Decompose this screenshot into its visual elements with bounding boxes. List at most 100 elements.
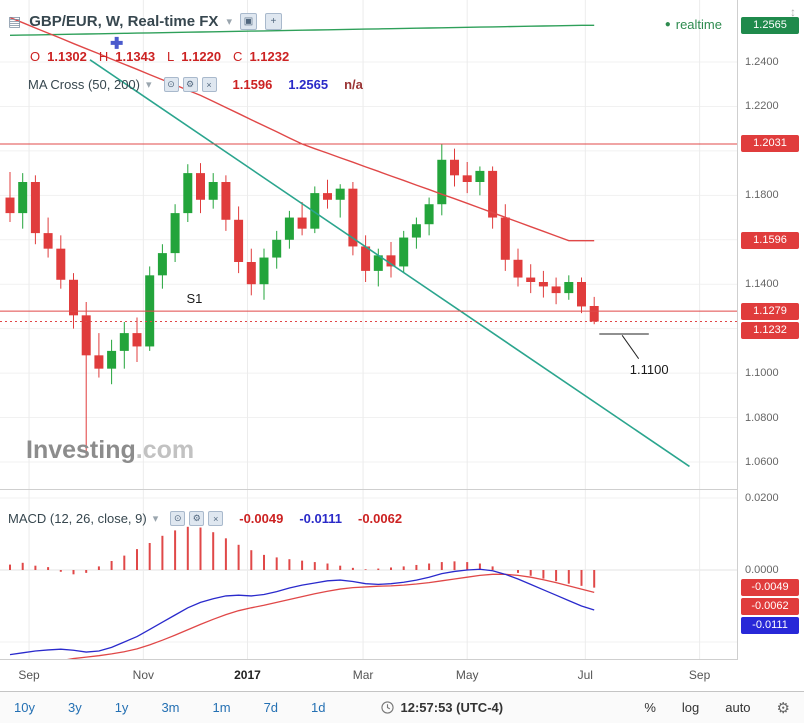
axis-tick-label: 0.0200 <box>745 492 779 504</box>
candle <box>297 201 307 236</box>
ma200-value: 1.2565 <box>288 77 329 92</box>
axis-tick-label: 0.0000 <box>745 564 779 576</box>
candle <box>538 270 548 298</box>
annotation-line <box>621 335 640 359</box>
candle <box>5 171 15 222</box>
macd-remove-icon[interactable]: × <box>208 511 224 526</box>
range-button-7d[interactable]: 7d <box>263 700 279 715</box>
candle <box>488 166 498 229</box>
macd-label[interactable]: MACD (12, 26, close, 9) <box>8 511 147 526</box>
macd-signal-line <box>61 573 595 660</box>
toolbar-divider <box>0 691 804 692</box>
log-scale-button[interactable]: log <box>681 700 700 715</box>
candle <box>475 166 485 196</box>
axis-tick-label: 1.2200 <box>745 100 779 113</box>
ma-remove-icon[interactable]: × <box>201 77 217 92</box>
time-axis-label: Mar <box>352 668 374 682</box>
macd-indicator-chart[interactable] <box>0 490 737 660</box>
annotation-text: S1 <box>187 291 203 306</box>
axis-scale-icon[interactable]: ↕ <box>790 5 796 19</box>
time-axis-label: Sep <box>688 668 711 682</box>
ma-visibility-icon[interactable]: ⊙ <box>163 77 179 92</box>
candle <box>424 197 434 236</box>
macd-line <box>9 568 595 656</box>
candle <box>145 266 155 351</box>
time-axis-label: Nov <box>132 668 155 682</box>
percent-scale-button[interactable]: % <box>644 700 656 715</box>
realtime-dot-icon: ● <box>664 18 671 30</box>
candle <box>411 217 421 249</box>
candle <box>119 321 129 369</box>
range-button-10y[interactable]: 10y <box>14 700 35 715</box>
candle <box>361 235 371 282</box>
high-label: H <box>98 49 109 64</box>
axis-tick-label: 1.0600 <box>745 455 779 468</box>
low-label: L <box>167 49 175 64</box>
settings-gear-icon[interactable]: ⚙ <box>776 699 790 717</box>
price-badge: 1.2031 <box>741 135 799 153</box>
candle <box>500 204 510 271</box>
candle <box>107 339 117 385</box>
time-axis-label: Jul <box>577 668 593 682</box>
title-caret-down-icon[interactable]: ▾ <box>226 16 232 28</box>
candle <box>43 217 53 258</box>
ma-cross-value: n/a <box>344 77 363 92</box>
investing-watermark: Investing.com <box>26 436 194 465</box>
chart-header: ▤ GBP/EUR, W, Real-time FX ▾ ▣ + <box>8 13 282 30</box>
candle <box>323 179 332 209</box>
time-axis[interactable]: Sep Nov 2017 Mar May Jul Sep <box>0 660 804 691</box>
candle <box>30 175 40 245</box>
candle <box>450 148 459 187</box>
realtime-label: realtime <box>675 17 722 32</box>
low-value: 1.1220 <box>181 49 222 64</box>
clock-readout: 12:57:53 (UTC-4) <box>380 700 503 715</box>
candle <box>259 248 269 300</box>
clock-icon <box>380 701 394 714</box>
candle <box>272 230 282 269</box>
time-axis-label: 2017 <box>234 668 261 682</box>
macd-signal-value: -0.0062 <box>358 511 403 526</box>
candle <box>170 204 180 262</box>
auto-scale-button[interactable]: auto <box>725 700 751 715</box>
candle <box>589 296 599 325</box>
candle <box>56 235 66 289</box>
realtime-indicator: ● realtime <box>665 17 722 32</box>
macd-line-value: -0.0111 <box>299 511 342 526</box>
macd-caret-down-icon[interactable]: ▾ <box>152 513 159 525</box>
candle <box>462 161 472 194</box>
snapshot-icon[interactable]: ▣ <box>239 13 257 30</box>
time-axis-divider <box>0 659 804 660</box>
macd-row: MACD (12, 26, close, 9) ▾ ⊙ ⚙ × -0.0049 … <box>8 511 402 526</box>
range-button-3m[interactable]: 3m <box>161 700 180 715</box>
range-button-1d[interactable]: 1d <box>311 700 326 715</box>
ma-cross-label[interactable]: MA Cross (50, 200) <box>28 77 140 92</box>
price-badge: 1.1279 <box>741 302 799 320</box>
range-button-1m[interactable]: 1m <box>212 700 231 715</box>
price-axis[interactable]: ↕ 1.2400 1.2200 1.1800 1.1400 1.1000 1.0800 1.… <box>737 0 804 660</box>
symbol-title[interactable]: GBP/EUR, W, Real-time FX <box>29 13 219 30</box>
candle <box>132 317 142 362</box>
panel-divider <box>0 489 804 490</box>
high-value: 1.1343 <box>115 49 156 64</box>
candle <box>386 241 396 278</box>
range-button-group: 10y 3y 1y 3m 1m 7d 1d <box>14 700 326 715</box>
candle <box>526 264 536 294</box>
axis-tick-label: 1.1000 <box>745 367 779 380</box>
candle <box>577 277 586 314</box>
chart-page-icon: ▤ <box>8 13 22 29</box>
open-value: 1.1302 <box>47 49 87 64</box>
range-button-1y[interactable]: 1y <box>114 700 129 715</box>
ma-settings-icon[interactable]: ⚙ <box>182 77 198 92</box>
ma-cross-row: MA Cross (50, 200) ▾ ⊙ ⚙ × 1.1596 1.2565… <box>28 77 363 92</box>
range-button-3y[interactable]: 3y <box>67 700 82 715</box>
macd-visibility-icon[interactable]: ⊙ <box>170 511 186 526</box>
add-indicator-icon[interactable]: + <box>264 13 282 30</box>
ma-caret-down-icon[interactable]: ▾ <box>146 79 152 91</box>
main-price-chart[interactable]: S1 1.1100 <box>0 0 737 490</box>
time-axis-label: May <box>455 668 479 682</box>
bottom-toolbar: 10y 3y 1y 3m 1m 7d 1d 12:57:53 (UTC-4) % log a… <box>0 692 804 723</box>
candle <box>246 248 256 296</box>
candle <box>437 143 447 216</box>
macd-settings-icon[interactable]: ⚙ <box>189 511 205 526</box>
